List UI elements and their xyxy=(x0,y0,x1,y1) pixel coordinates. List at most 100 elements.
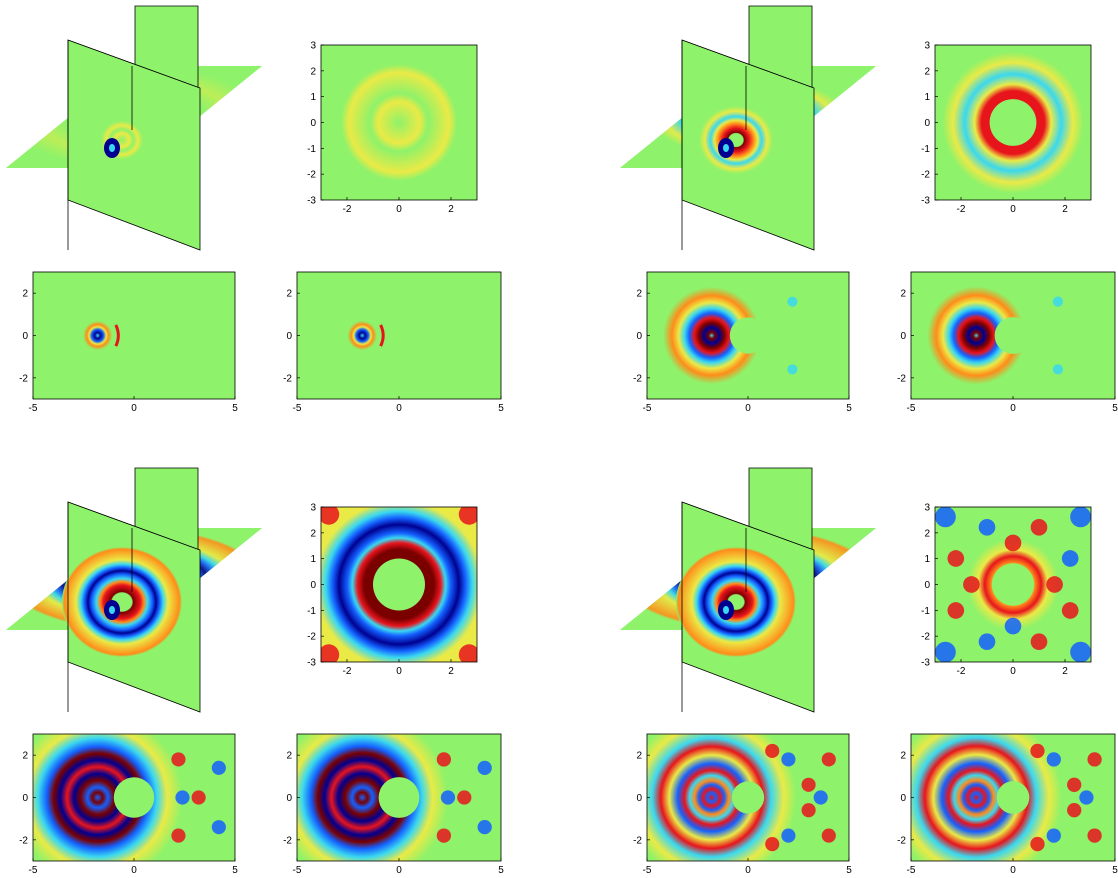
rect-slice-1: -5 0 5 2 0 -2 xyxy=(633,733,852,876)
rect-axis-ytick-label: 0 xyxy=(286,793,292,804)
rect-rings xyxy=(33,272,235,399)
field-lobe xyxy=(1067,777,1082,792)
square-axis-ytick-label: -3 xyxy=(307,196,316,207)
plane-top-edge xyxy=(67,39,201,89)
field-lobe xyxy=(821,752,836,767)
square-axis-ytick-label: 0 xyxy=(310,118,316,129)
source-core xyxy=(723,144,729,152)
rect-axis-ytick-label: 2 xyxy=(22,289,28,300)
square-slice: -2 0 2 3 2 1 0 -1 -2 -3 xyxy=(921,41,1092,215)
field-lobe xyxy=(1067,803,1082,818)
rect-axis-xtick-label: 0 xyxy=(131,403,137,414)
rect-axis-ytick-label: 0 xyxy=(900,331,906,342)
rect-axis-ytick-label: -2 xyxy=(633,373,642,384)
square-axis-ytick-label: 0 xyxy=(924,580,930,591)
square-field xyxy=(321,45,477,200)
field-lobe xyxy=(947,550,965,567)
field-lobe xyxy=(1030,633,1048,651)
field-lobe xyxy=(211,760,226,775)
square-axis-ytick-label: 3 xyxy=(924,41,930,52)
rect-axis-ytick-label: 0 xyxy=(636,793,642,804)
plane-top-edge xyxy=(681,39,815,89)
slice-3d-view xyxy=(620,467,876,713)
rect-slice-2: -5 0 5 2 0 -2 xyxy=(283,733,504,876)
square-axis-ytick-label: 1 xyxy=(924,92,930,103)
field-lobe xyxy=(1046,576,1063,593)
front-plane-field xyxy=(688,96,784,184)
field-lobe xyxy=(477,760,492,776)
panel-top-left: -2 0 2 3 2 1 0 -1 -2 -3 -5 0 5 2 0 -2 -5 0 5 2 0 -2 xyxy=(6,5,504,414)
rect-axis-ytick-label: 0 xyxy=(22,793,28,804)
field-lobe xyxy=(978,633,996,651)
scatterer xyxy=(729,317,767,354)
field-lobe xyxy=(477,819,492,835)
rect-axis-xtick-label: -5 xyxy=(907,865,916,876)
field-lobe xyxy=(1046,752,1061,767)
rect-axis-xtick-label: 5 xyxy=(498,865,504,876)
front-plane-field xyxy=(676,547,796,657)
rect-rings xyxy=(297,272,501,399)
scatterer xyxy=(992,563,1034,606)
panel-bottom-left: -2 0 2 3 2 1 0 -1 -2 -3 -5 0 5 2 0 -2 -5 0 5 2 0 -2 xyxy=(6,467,504,876)
square-axis-ytick-label: 2 xyxy=(924,528,930,539)
field-lobe xyxy=(963,576,980,593)
source-core xyxy=(723,606,729,614)
rect-axis-xtick-label: 5 xyxy=(232,403,238,414)
rect-axis-ytick-label: -2 xyxy=(283,373,292,384)
scatterer xyxy=(989,99,1037,146)
square-axis-xtick-label: 2 xyxy=(1062,666,1068,677)
square-slice: -2 0 2 3 2 1 0 -1 -2 -3 xyxy=(921,503,1092,677)
rect-field xyxy=(33,272,235,399)
rect-field xyxy=(297,272,501,399)
rect-axis-xtick-label: -5 xyxy=(29,403,38,414)
corner-lobe xyxy=(458,507,477,525)
field-lobe xyxy=(813,790,828,805)
field-lobe xyxy=(801,777,816,792)
field-lobe xyxy=(1061,550,1079,567)
rect-axis-xtick-label: 5 xyxy=(1112,403,1118,414)
rect-axis-xtick-label: 0 xyxy=(396,865,402,876)
square-rings xyxy=(321,45,477,200)
field-lobe xyxy=(436,752,452,767)
rect-axis-ytick-label: 2 xyxy=(22,751,28,762)
slice-3d-view xyxy=(6,5,262,251)
rect-axis-xtick-label: 5 xyxy=(232,865,238,876)
rect-field xyxy=(647,272,849,399)
field-lobe xyxy=(1046,828,1061,843)
square-axis-xtick-label: -2 xyxy=(343,204,352,215)
rect-slice-1: -5 0 5 2 0 -2 xyxy=(19,271,238,414)
rect-axis-ytick-label: 2 xyxy=(636,751,642,762)
field-lobe xyxy=(191,790,206,805)
wave-front xyxy=(114,324,120,347)
scatterer xyxy=(373,558,425,611)
square-field xyxy=(935,507,1091,662)
field-lobe xyxy=(1004,617,1022,635)
rect-axis-xtick-label: 5 xyxy=(498,403,504,414)
field-lobe xyxy=(1004,534,1022,552)
square-axis-xtick-label: 0 xyxy=(1010,204,1016,215)
rect-axis-ytick-label: 0 xyxy=(286,331,292,342)
corner-lobe xyxy=(321,644,340,662)
rect-slice-2: -5 0 5 2 0 -2 xyxy=(897,733,1118,876)
square-axis-ytick-label: -1 xyxy=(307,144,316,155)
rect-axis-ytick-label: -2 xyxy=(19,835,28,846)
field-lobe xyxy=(457,790,472,805)
square-axis-ytick-label: -1 xyxy=(921,144,930,155)
field-lobe xyxy=(781,828,796,843)
square-slice: -2 0 2 3 2 1 0 -1 -2 -3 xyxy=(307,41,478,215)
square-axis-ytick-label: 0 xyxy=(310,580,316,591)
front-plane-field xyxy=(62,547,182,657)
rect-field xyxy=(911,734,1115,861)
scatterer xyxy=(378,777,420,818)
rect-axis-ytick-label: 0 xyxy=(900,793,906,804)
rect-axis-ytick-label: 2 xyxy=(286,289,292,300)
panel-top-right: -2 0 2 3 2 1 0 -1 -2 -3 -5 0 5 2 0 -2 -5 0 5 2 0 -2 xyxy=(620,5,1118,414)
square-axis-xtick-label: 0 xyxy=(1010,666,1016,677)
field-lobe xyxy=(175,790,190,805)
rect-axis-ytick-label: 2 xyxy=(286,751,292,762)
square-field xyxy=(321,507,477,662)
square-axis-ytick-label: 3 xyxy=(924,503,930,514)
field-lobe xyxy=(765,743,780,759)
field-lobe xyxy=(1087,828,1102,843)
